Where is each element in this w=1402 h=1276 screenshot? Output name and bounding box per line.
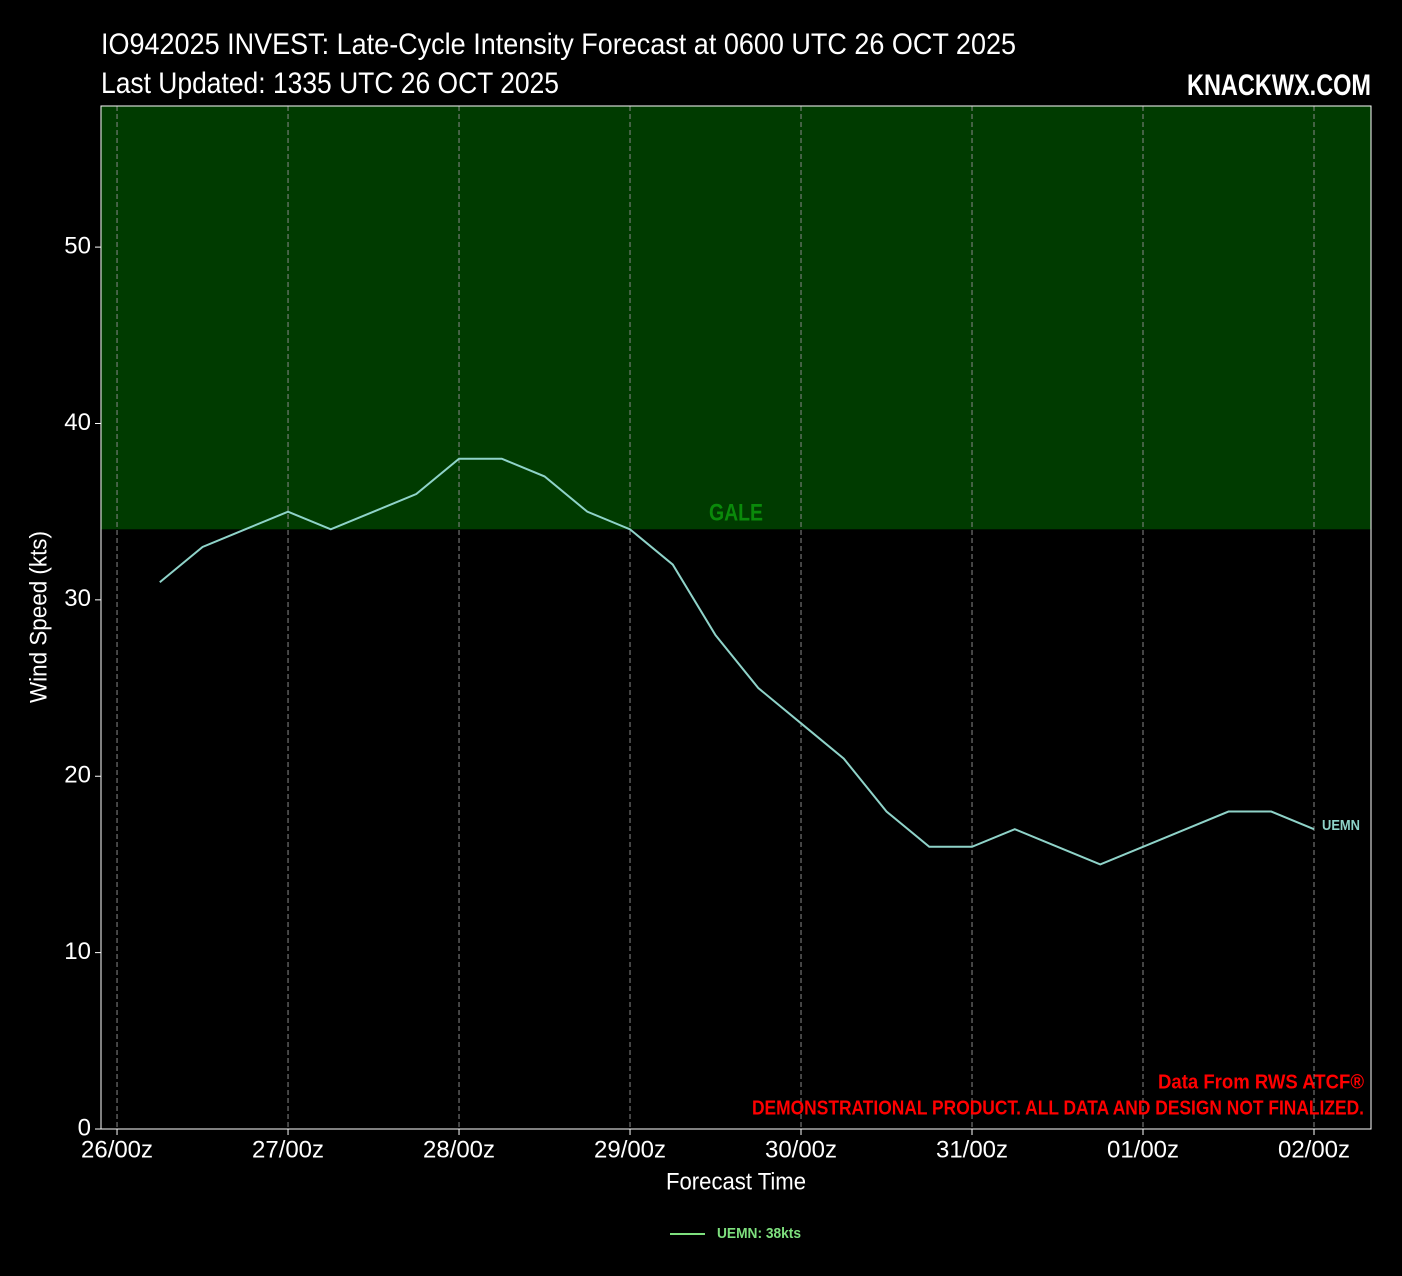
y-tick-label: 10 xyxy=(64,938,91,965)
x-tick-label: 28/00z xyxy=(423,1136,495,1163)
y-tick-label: 0 xyxy=(78,1114,91,1141)
x-tick-label: 01/00z xyxy=(1107,1136,1179,1163)
y-tick-label: 50 xyxy=(64,232,91,259)
chart-title: IO942025 INVEST: Late-Cycle Intensity Fo… xyxy=(101,28,1016,61)
x-tick-label: 30/00z xyxy=(765,1136,837,1163)
x-tick-label: 27/00z xyxy=(252,1136,324,1163)
chart-subtitle: Last Updated: 1335 UTC 26 OCT 2025 xyxy=(101,67,559,100)
plot-area: GALE 26/00z 27/00z 28/00z 29/00z 30/00z 31/00z… xyxy=(64,105,1372,1163)
legend-label: UEMN: 38kts xyxy=(717,1225,801,1242)
x-tick-label: 26/00z xyxy=(81,1136,153,1163)
zone-label: GALE xyxy=(709,500,763,527)
y-tick-label: 20 xyxy=(64,762,91,789)
x-tick-label: 31/00z xyxy=(936,1136,1008,1163)
x-tick-label: 29/00z xyxy=(594,1136,666,1163)
y-tick-label: 30 xyxy=(64,585,91,612)
note: DEMONSTRATIONAL PRODUCT. ALL DATA AND DE… xyxy=(752,1097,1364,1119)
series-line xyxy=(159,457,1315,866)
y-axis-label: Wind Speed (kts) xyxy=(25,531,52,703)
zone xyxy=(101,106,1371,530)
plot-frame xyxy=(100,105,1372,1130)
y-tick-label: 40 xyxy=(64,409,91,436)
series-end-label: UEMN xyxy=(1322,817,1360,834)
brand: KNACKWX.COM xyxy=(1187,69,1371,102)
note: Data From RWS ATCF® xyxy=(1158,1071,1364,1093)
x-axis-label: Forecast Time xyxy=(666,1168,806,1195)
x-tick-label: 02/00z xyxy=(1278,1136,1350,1163)
